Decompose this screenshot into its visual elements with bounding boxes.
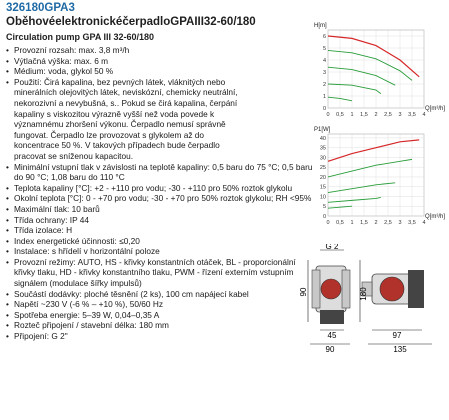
power-x-tick: 0	[326, 220, 329, 226]
head-x-tick: 3,5	[408, 112, 416, 118]
head-x-tick: 1,5	[360, 112, 368, 118]
power-x-tick: 4	[422, 220, 425, 226]
power-y-tick: 0	[323, 214, 326, 220]
power-y-tick: 40	[320, 136, 326, 142]
spec-item: Rozteč připojení / stavební délka: 180 m…	[6, 320, 314, 331]
power-y-tick: 25	[320, 165, 326, 171]
dim-135-label: 135	[393, 345, 407, 352]
power-x-tick: 1,5	[360, 220, 368, 226]
head-x-tick: 2,5	[384, 112, 392, 118]
head-flow-chart-svg: 0 0,5 1 1,5 2 2,5 3 3,5 4 0 1 2 3 4 5 6 H[m] Q[m³/h]	[314, 23, 445, 118]
power-y-label: P1[W]	[314, 127, 331, 133]
dim-90b-label: 90	[326, 345, 335, 352]
head-series-line	[327, 96, 353, 102]
spec-item: Instalace: s hřídelí v horizontální polo…	[6, 246, 314, 257]
head-x-tick: 1	[350, 112, 353, 118]
dim-180-label: 180	[359, 287, 368, 301]
spec-item: Spotřeba energie: 5–39 W, 0,04–0,35 A	[6, 310, 314, 321]
power-y-tick: 35	[320, 146, 326, 152]
product-code: 326180GPA3	[6, 2, 75, 14]
spec-list: Provozní rozsah: max. 3,8 m³/h Výtlačná …	[6, 45, 312, 342]
power-y-tick: 30	[320, 155, 326, 161]
spec-item: Připojení: G 2"	[6, 331, 314, 342]
dim-thread-label: G 2	[326, 244, 339, 251]
head-x-tick: 4	[422, 112, 425, 118]
power-y-tick: 5	[323, 204, 326, 210]
dim-97-label: 97	[393, 331, 402, 340]
power-y-tick: 15	[320, 185, 326, 191]
power-x-tick: 2,5	[384, 220, 392, 226]
head-series-line	[327, 83, 382, 94]
head-series-line	[327, 35, 420, 78]
power-x-tick: 2	[374, 220, 377, 226]
spec-item: Třída ochrany: IP 44	[6, 215, 314, 226]
product-subtitle: Circulation pump GPA III 32-60/180	[6, 32, 155, 42]
head-x-tick: 0	[326, 112, 329, 118]
spec-item: Třída izolace: H	[6, 225, 314, 236]
dim-45-label: 45	[328, 331, 337, 340]
head-x-tick: 2	[374, 112, 377, 118]
head-y-tick: 5	[323, 46, 326, 52]
power-x-tick: 0,5	[336, 220, 344, 226]
spec-item: Okolní teplota [°C]: 0 - +70 pro vodu; -…	[6, 193, 314, 204]
power-series-line	[327, 205, 353, 209]
head-x-label: Q[m³/h]	[425, 106, 445, 112]
spec-item: Výtlačná výška: max. 6 m	[6, 56, 240, 67]
spec-item: Provozní režimy: AUTO, HS - křivky konst…	[6, 257, 314, 289]
power-series-line	[327, 182, 396, 194]
power-series-line	[327, 139, 420, 162]
spec-item: Použití: Čirá kapalina, bez pevných láte…	[6, 77, 240, 162]
power-x-label: Q[m³/h]	[425, 214, 445, 220]
dim-90-label: 90	[300, 287, 308, 296]
power-x-tick: 3,5	[408, 220, 416, 226]
pump-drawing: G 2 90 180 45 90 97 135	[299, 242, 432, 354]
head-series-line	[327, 66, 396, 86]
head-y-tick: 3	[323, 70, 326, 76]
head-y-tick: 6	[323, 34, 326, 40]
spec-item: Součástí dodávky: ploché těsnění (2 ks),…	[6, 289, 314, 300]
spec-item: Minimální vstupní tlak v závislosti na t…	[6, 162, 314, 183]
spec-item: Provozní rozsah: max. 3,8 m³/h	[6, 45, 240, 56]
head-y-label: H[m]	[314, 23, 327, 29]
power-x-tick: 3	[398, 220, 401, 226]
power-series-line	[327, 197, 381, 203]
power-y-tick: 10	[320, 194, 326, 200]
spec-item: Napětí ~230 V (-6 % – +10 %), 50/60 Hz	[6, 299, 314, 310]
spec-item: Maximální tlak: 10 barů	[6, 204, 314, 215]
head-y-tick: 2	[323, 82, 326, 88]
spec-item: Teplota kapaliny [°C]: +2 - +110 pro vod…	[6, 183, 314, 194]
power-flow-chart-svg: 0 0,5 1 1,5 2 2,5 3 3,5 40510152025303540P1[W]Q[…	[314, 127, 445, 226]
spec-item: Index energetické účinnosti: ≤0,20	[6, 236, 314, 247]
spec-item: Médium: voda, glykol 50 %	[6, 66, 240, 77]
product-title: OběhovéelektronickéčerpadloGPAIII32-60/1…	[6, 16, 256, 28]
head-x-tick: 3	[398, 112, 401, 118]
head-x-tick: 0,5	[336, 112, 344, 118]
head-series-line	[327, 49, 413, 81]
power-flow-chart: 0 0,5 1 1,5 2 2,5 3 3,5 4 0 5 10 15 20 25 30 35 40 P1[W] Q[…	[312, 124, 446, 233]
head-y-tick: 4	[323, 58, 326, 64]
power-series-line	[327, 158, 413, 178]
power-x-tick: 1	[350, 220, 353, 226]
power-y-tick: 20	[320, 175, 326, 181]
dimension-drawing: G 2 90 180 45 90 97 135	[299, 242, 446, 357]
head-y-tick: 0	[323, 106, 326, 112]
head-y-tick: 1	[323, 94, 326, 100]
head-flow-chart: 0 0,5 1 1,5 2 2,5 3 3,5 4 0 1 2 3 4 5 6 H[m] Q[m³/h]	[312, 20, 446, 125]
